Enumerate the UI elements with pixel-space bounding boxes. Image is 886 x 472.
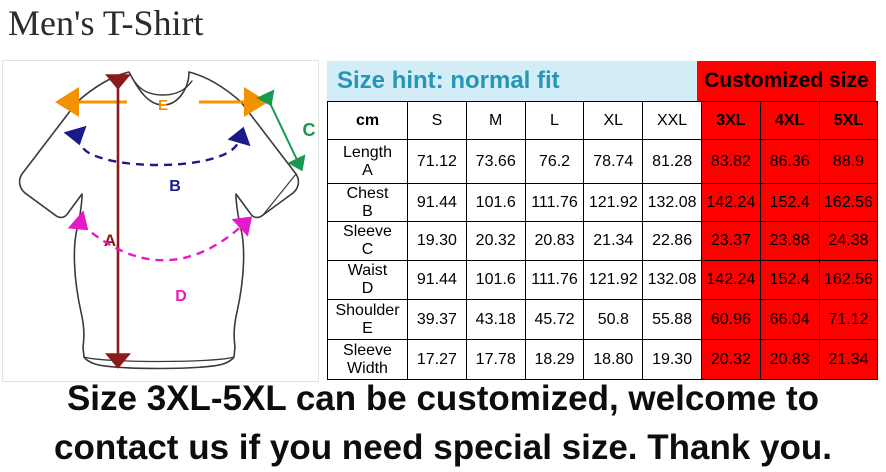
svg-text:D: D — [175, 288, 187, 305]
svg-text:A: A — [104, 231, 116, 250]
svg-text:B: B — [169, 178, 181, 195]
svg-text:C: C — [303, 120, 316, 140]
svg-text:E: E — [158, 97, 168, 114]
